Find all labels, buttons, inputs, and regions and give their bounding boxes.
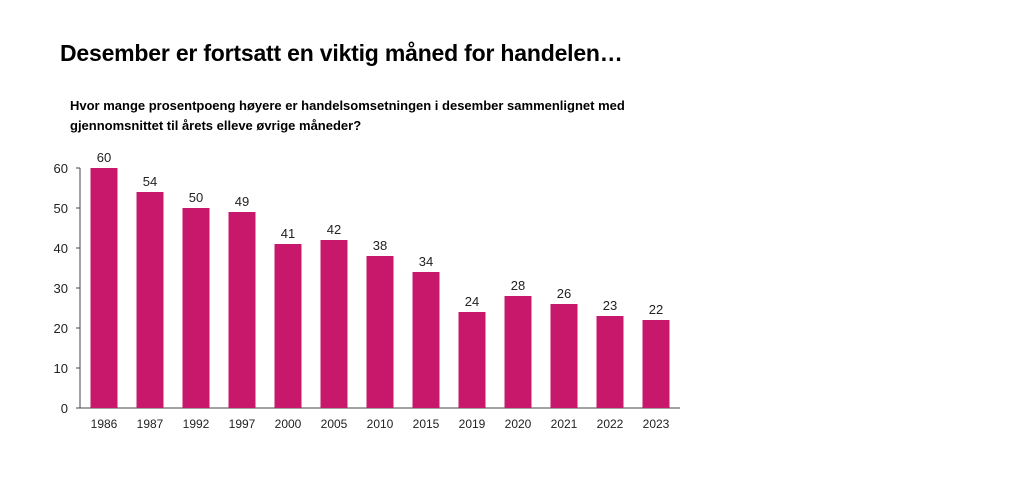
data-label-2000: 41	[281, 226, 295, 241]
y-tick-label: 50	[54, 201, 68, 216]
bar-1986	[90, 168, 118, 408]
bar-2005	[320, 240, 348, 408]
data-label-1997: 49	[235, 194, 249, 209]
data-label-1986: 60	[97, 150, 111, 165]
x-tick-label-1986: 1986	[91, 417, 118, 431]
bar-2023	[642, 320, 670, 408]
bar-2021	[550, 304, 578, 408]
x-tick-label-2023: 2023	[643, 417, 670, 431]
bar-1987	[136, 192, 164, 408]
data-label-2010: 38	[373, 238, 387, 253]
data-label-2005: 42	[327, 222, 341, 237]
bar-2000	[274, 244, 302, 408]
x-tick-label-2010: 2010	[367, 417, 394, 431]
data-label-1987: 54	[143, 174, 157, 189]
bar-2019	[458, 312, 486, 408]
x-tick-label-1992: 1992	[183, 417, 210, 431]
bar-2010	[366, 256, 394, 408]
x-tick-label-2019: 2019	[459, 417, 486, 431]
y-tick-label: 30	[54, 281, 68, 296]
bar-2020	[504, 296, 532, 408]
x-tick-label-2005: 2005	[321, 417, 348, 431]
y-tick-label: 60	[54, 161, 68, 176]
data-label-2015: 34	[419, 254, 433, 269]
data-label-2021: 26	[557, 286, 571, 301]
y-tick-label: 20	[54, 321, 68, 336]
x-tick-label-2015: 2015	[413, 417, 440, 431]
x-tick-label-2020: 2020	[505, 417, 532, 431]
y-tick-label: 0	[61, 401, 68, 416]
chart-title: Desember er fortsatt en viktig måned for…	[60, 40, 623, 66]
chart-subtitle: Hvor mange prosentpoeng høyere er handel…	[70, 98, 625, 133]
bar-2022	[596, 316, 624, 408]
y-tick-label: 10	[54, 361, 68, 376]
bar-2015	[412, 272, 440, 408]
x-tick-label-1997: 1997	[229, 417, 256, 431]
x-tick-label-2000: 2000	[275, 417, 302, 431]
data-label-1992: 50	[189, 190, 203, 205]
data-label-2022: 23	[603, 298, 617, 313]
data-label-2019: 24	[465, 294, 479, 309]
y-tick-label: 40	[54, 241, 68, 256]
bar-1992	[182, 208, 210, 408]
data-label-2020: 28	[511, 278, 525, 293]
x-tick-label-2022: 2022	[597, 417, 624, 431]
x-tick-label-2021: 2021	[551, 417, 578, 431]
data-label-2023: 22	[649, 302, 663, 317]
x-tick-label-1987: 1987	[137, 417, 164, 431]
bar-1997	[228, 212, 256, 408]
